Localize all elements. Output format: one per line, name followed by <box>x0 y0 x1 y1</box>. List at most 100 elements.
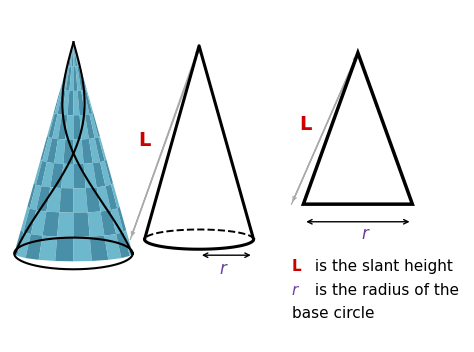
Polygon shape <box>100 210 116 236</box>
Polygon shape <box>111 208 124 234</box>
Polygon shape <box>116 232 130 258</box>
Text: base circle: base circle <box>292 306 374 321</box>
Text: r: r <box>362 225 368 243</box>
Polygon shape <box>95 137 105 162</box>
Polygon shape <box>73 164 86 188</box>
Polygon shape <box>21 207 30 232</box>
Text: L: L <box>300 115 312 134</box>
Polygon shape <box>77 66 84 90</box>
Polygon shape <box>73 42 80 66</box>
Polygon shape <box>105 185 117 210</box>
Polygon shape <box>26 234 43 260</box>
Polygon shape <box>72 42 73 67</box>
Polygon shape <box>100 161 111 186</box>
Polygon shape <box>73 188 88 213</box>
Polygon shape <box>67 42 73 66</box>
Polygon shape <box>111 183 119 208</box>
Polygon shape <box>75 67 81 91</box>
Polygon shape <box>61 164 73 188</box>
Polygon shape <box>89 138 100 163</box>
Polygon shape <box>85 114 95 139</box>
Polygon shape <box>73 91 80 115</box>
Polygon shape <box>86 89 93 113</box>
Polygon shape <box>99 136 106 161</box>
Polygon shape <box>14 230 23 256</box>
Polygon shape <box>57 90 66 115</box>
Polygon shape <box>88 212 104 237</box>
Polygon shape <box>105 159 113 185</box>
Polygon shape <box>54 139 65 164</box>
Polygon shape <box>73 42 77 67</box>
Polygon shape <box>36 186 50 212</box>
Polygon shape <box>31 210 46 236</box>
Polygon shape <box>52 114 62 139</box>
Polygon shape <box>81 90 90 115</box>
Polygon shape <box>73 115 82 140</box>
Polygon shape <box>50 163 64 188</box>
Polygon shape <box>78 90 85 115</box>
Polygon shape <box>73 42 79 67</box>
Polygon shape <box>27 183 36 208</box>
Polygon shape <box>30 185 42 210</box>
Polygon shape <box>73 212 90 237</box>
Polygon shape <box>93 162 105 187</box>
Text: r: r <box>219 260 226 278</box>
Polygon shape <box>66 67 72 91</box>
Polygon shape <box>46 187 61 212</box>
Polygon shape <box>41 136 48 161</box>
Polygon shape <box>73 42 75 67</box>
Polygon shape <box>73 67 78 91</box>
Polygon shape <box>104 234 121 260</box>
Polygon shape <box>64 139 73 164</box>
Polygon shape <box>61 66 68 90</box>
Polygon shape <box>43 212 59 237</box>
Polygon shape <box>23 208 36 234</box>
Text: r: r <box>292 283 298 298</box>
Text: is the slant height: is the slant height <box>310 259 452 274</box>
Polygon shape <box>47 113 55 137</box>
Polygon shape <box>60 66 67 90</box>
Polygon shape <box>36 161 47 186</box>
Polygon shape <box>65 115 73 140</box>
Polygon shape <box>83 163 97 188</box>
Polygon shape <box>57 212 73 237</box>
Text: is the radius of the: is the radius of the <box>310 283 458 298</box>
Polygon shape <box>55 237 73 261</box>
Polygon shape <box>54 89 61 113</box>
Polygon shape <box>79 66 86 90</box>
Polygon shape <box>70 42 73 67</box>
Polygon shape <box>69 67 73 91</box>
Polygon shape <box>68 42 73 67</box>
Polygon shape <box>73 237 92 261</box>
Polygon shape <box>58 115 67 139</box>
Polygon shape <box>59 188 73 213</box>
Text: L: L <box>138 131 151 150</box>
Polygon shape <box>73 139 83 164</box>
Polygon shape <box>67 91 73 115</box>
Polygon shape <box>47 138 58 163</box>
Polygon shape <box>34 159 42 185</box>
Polygon shape <box>62 90 69 115</box>
Polygon shape <box>48 113 57 138</box>
Polygon shape <box>42 137 52 162</box>
Polygon shape <box>84 90 92 114</box>
Polygon shape <box>124 230 133 256</box>
Polygon shape <box>73 42 80 66</box>
Polygon shape <box>90 113 99 138</box>
Polygon shape <box>80 115 89 139</box>
Polygon shape <box>92 113 100 137</box>
Text: L: L <box>292 259 301 274</box>
Polygon shape <box>80 66 87 90</box>
Polygon shape <box>303 53 412 204</box>
Polygon shape <box>55 90 63 114</box>
Polygon shape <box>82 139 93 164</box>
Polygon shape <box>42 162 54 187</box>
Polygon shape <box>39 236 57 261</box>
Polygon shape <box>90 236 108 261</box>
Polygon shape <box>63 66 70 90</box>
Polygon shape <box>67 42 73 66</box>
Polygon shape <box>86 187 100 212</box>
Polygon shape <box>117 207 126 232</box>
Polygon shape <box>17 232 31 258</box>
Polygon shape <box>97 186 111 212</box>
